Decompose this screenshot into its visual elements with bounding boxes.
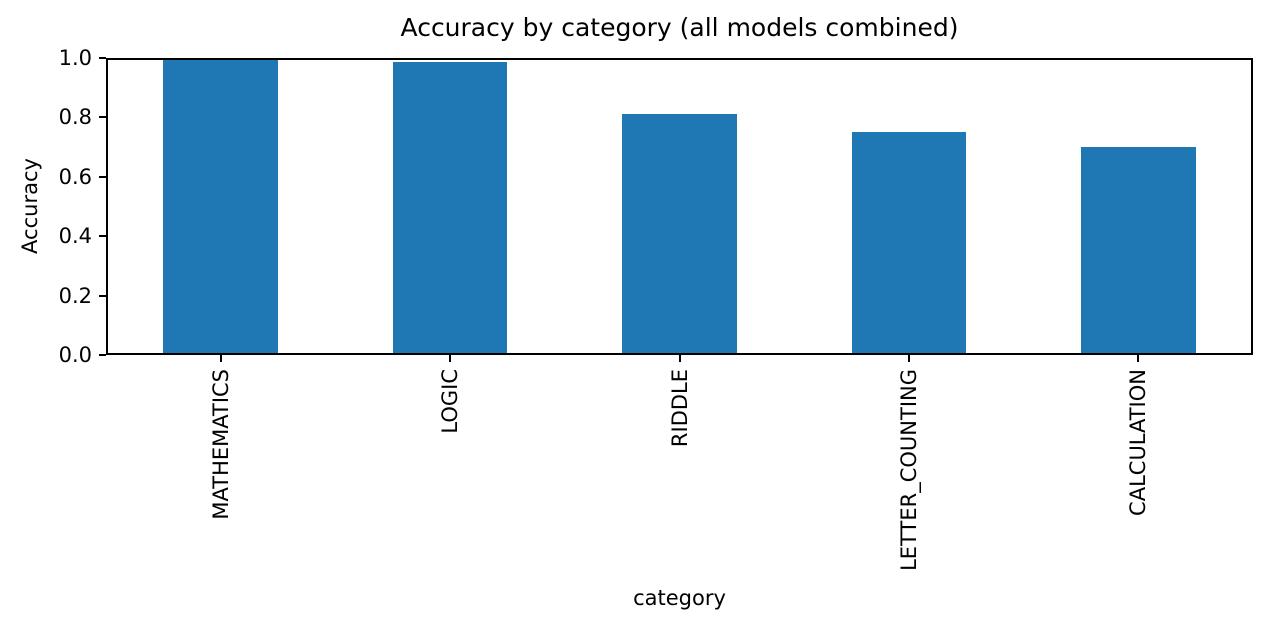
x-tick-label-logic: LOGIC — [438, 369, 463, 434]
y-tick-label: 0.2 — [58, 283, 92, 308]
bar-riddle — [622, 114, 737, 355]
bar-letter_counting — [851, 132, 967, 355]
x-tick-mark — [449, 355, 452, 362]
x-tick-mark — [907, 355, 910, 362]
y-tick-mark — [99, 116, 106, 119]
y-tick-mark — [99, 175, 106, 178]
x-axis-label: category — [633, 586, 726, 610]
x-tick-label-mathematics: MATHEMATICS — [208, 369, 233, 520]
y-tick-mark — [99, 57, 106, 59]
y-tick-label: 0.4 — [58, 224, 92, 249]
bar-calculation — [1080, 147, 1196, 355]
x-tick-mark — [1137, 355, 1140, 362]
y-tick-label: 0.6 — [58, 164, 92, 189]
x-tick-label-riddle: RIDDLE — [667, 369, 692, 448]
chart-title: Accuracy by category (all models combine… — [400, 13, 959, 42]
x-tick-mark — [678, 355, 681, 362]
y-tick-label: 1.0 — [58, 46, 92, 70]
y-tick-label: 0.0 — [58, 343, 92, 367]
y-tick-mark — [99, 294, 106, 297]
x-tick-label-calculation: CALCULATION — [1126, 369, 1151, 516]
x-tick-label-letter_counting: LETTER_COUNTING — [896, 369, 921, 571]
y-tick-label: 0.8 — [58, 105, 92, 130]
x-tick-mark — [219, 355, 222, 362]
y-tick-mark — [99, 354, 106, 356]
y-tick-mark — [99, 235, 106, 238]
bar-logic — [392, 62, 508, 355]
bar-mathematics — [163, 58, 279, 355]
